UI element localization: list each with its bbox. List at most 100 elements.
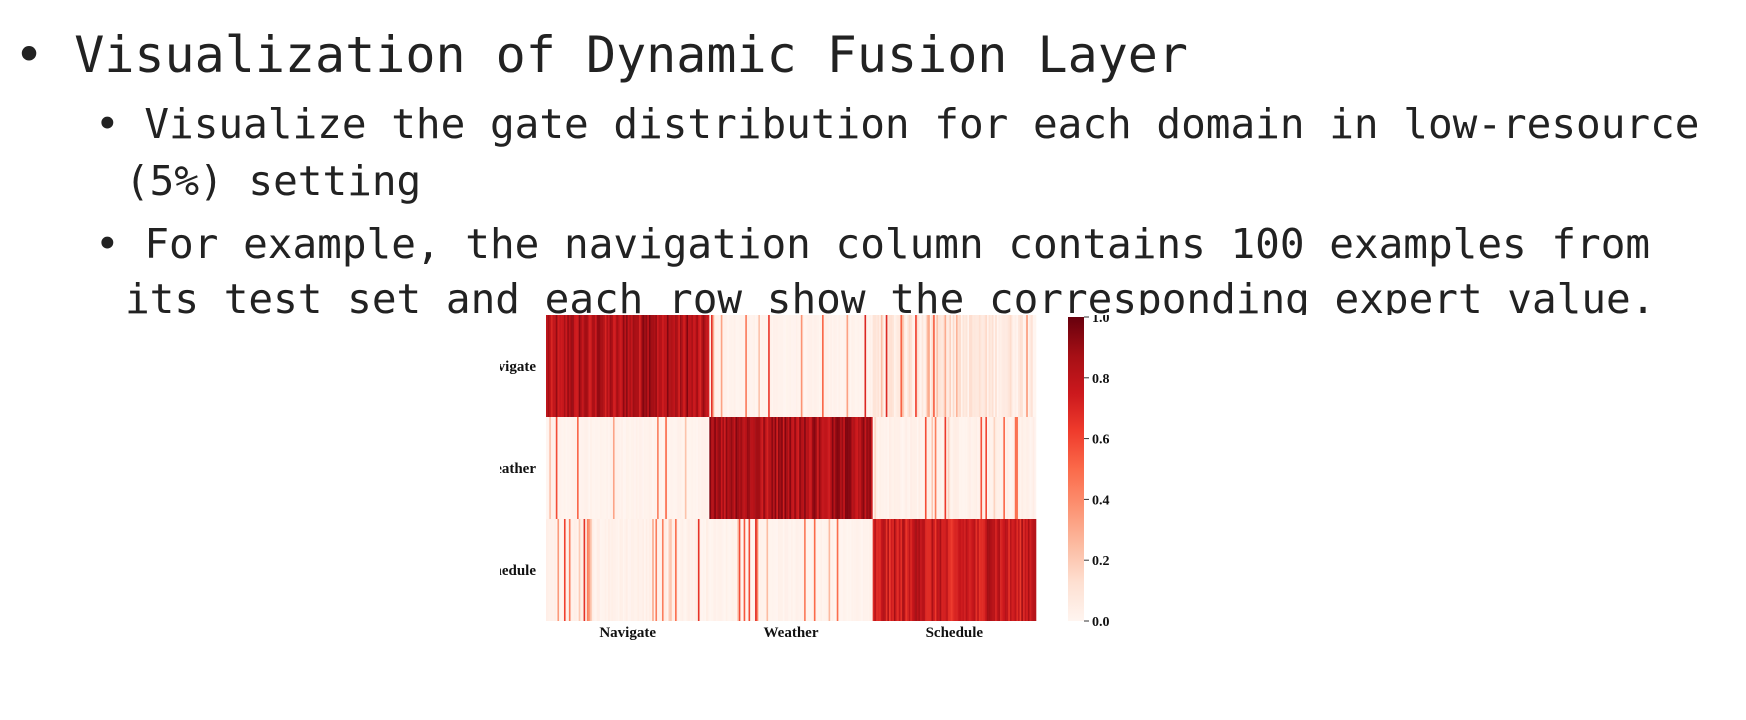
heatmap-cell [612,417,615,519]
heatmap-cell [660,315,663,417]
heatmap-cell [807,417,810,519]
heatmap-cell [647,315,650,417]
heatmap-cell [614,315,617,417]
heatmap-cell [626,417,628,519]
heatmap-cell [663,315,666,417]
colorbar-gradient [1068,317,1084,621]
heatmap-cell [693,519,695,621]
heatmap-cell [913,417,916,519]
heatmap-cell [1026,519,1029,621]
heatmap-cell [684,519,687,621]
heatmap-cell [918,417,921,519]
heatmap-cell [559,519,561,621]
heatmap-cell [784,417,787,519]
heatmap-cell [740,315,743,417]
heatmap-cell [936,315,939,417]
heatmap-cell [846,519,849,621]
heatmap-cell [755,315,757,417]
heatmap-cell [603,315,606,417]
heatmap-cell [947,519,950,621]
heatmap-cell [918,519,921,621]
heatmap-cell [892,417,895,519]
heatmap-cell [840,315,842,417]
heatmap-cell [619,417,622,519]
heatmap-cell [851,315,854,417]
heatmap-cell [875,417,878,519]
heatmap-cell [1016,519,1019,621]
heatmap-cell [995,417,998,519]
heatmap-cell [1026,315,1029,417]
heatmap-cell [712,315,715,417]
heatmap-cell [681,315,684,417]
heatmap-cell [1022,417,1025,519]
heatmap-cell [885,315,888,417]
heatmap-cell [626,315,628,417]
heatmap-cell [964,417,967,519]
heatmap-cell [743,315,746,417]
heatmap-cell [817,519,820,621]
heatmap-cell [831,519,834,621]
heatmap-cell [874,519,877,621]
heatmap-cell [639,417,642,519]
heatmap-cell [693,417,695,519]
heatmap-cell [882,519,885,621]
heatmap-cell [813,417,816,519]
heatmap-cell [763,519,766,621]
heatmap-cell [987,417,989,519]
heatmap-cell [572,417,575,519]
heatmap-cell [866,519,869,621]
heatmap-cell [549,519,552,621]
heatmap-cell [867,519,870,621]
heatmap-cell [959,315,962,417]
heatmap-cell [813,519,816,621]
heatmap-cell [784,315,787,417]
heatmap-cell [965,417,968,519]
heatmap-cell [1003,417,1006,519]
title-text: Visualization of Dynamic Fusion Layer [74,26,1189,84]
heatmap-cell [759,315,762,417]
heatmap-cell [903,417,906,519]
heatmap-cell [1004,417,1007,519]
heatmap-cell [707,519,710,621]
heatmap-cell [960,315,963,417]
heatmap-cell [861,315,864,417]
heatmap-cell [1016,417,1019,519]
heatmap-cell [640,417,643,519]
heatmap-cell [627,315,630,417]
heatmap-cell [936,417,939,519]
heatmap-cell [897,315,900,417]
heatmap-cell [727,315,730,417]
heatmap-cell [768,519,771,621]
heatmap-cell [1018,519,1020,621]
heatmap-cell [944,315,947,417]
heatmap-cell [884,417,887,519]
heatmap-cell [622,417,625,519]
heatmap-cell [879,519,882,621]
heatmap-cell [675,315,677,417]
heatmap-cell [797,519,800,621]
heatmap-cell [689,519,692,621]
heatmap-svg: Navigate Weather Schedule Navigate Weather S… [478,311,1260,715]
heatmap-cell [555,519,558,621]
colorbar-tick-label: 1.0 [1092,315,1110,326]
heatmap-cell [570,315,573,417]
heatmap-cell [990,417,993,519]
heatmap-cell [962,417,965,519]
heatmap-cell [683,519,686,621]
heatmap-cell [581,417,584,519]
heatmap-cell [702,417,705,519]
heatmap-cell [892,315,895,417]
colorbar-tick-label: 0.0 [1092,615,1110,630]
heatmap-cell [980,417,983,519]
heatmap-cell [784,519,787,621]
heatmap-cell [924,417,927,519]
heatmap-cell [915,315,918,417]
heatmap-cell [665,519,668,621]
heatmap-cell [926,417,929,519]
heatmap-cell [585,315,588,417]
heatmap-cell [586,417,589,519]
heatmap-cell [985,315,988,417]
heatmap-cell [635,417,638,519]
heatmap-cell [653,417,656,519]
heatmap-cell [942,417,945,519]
